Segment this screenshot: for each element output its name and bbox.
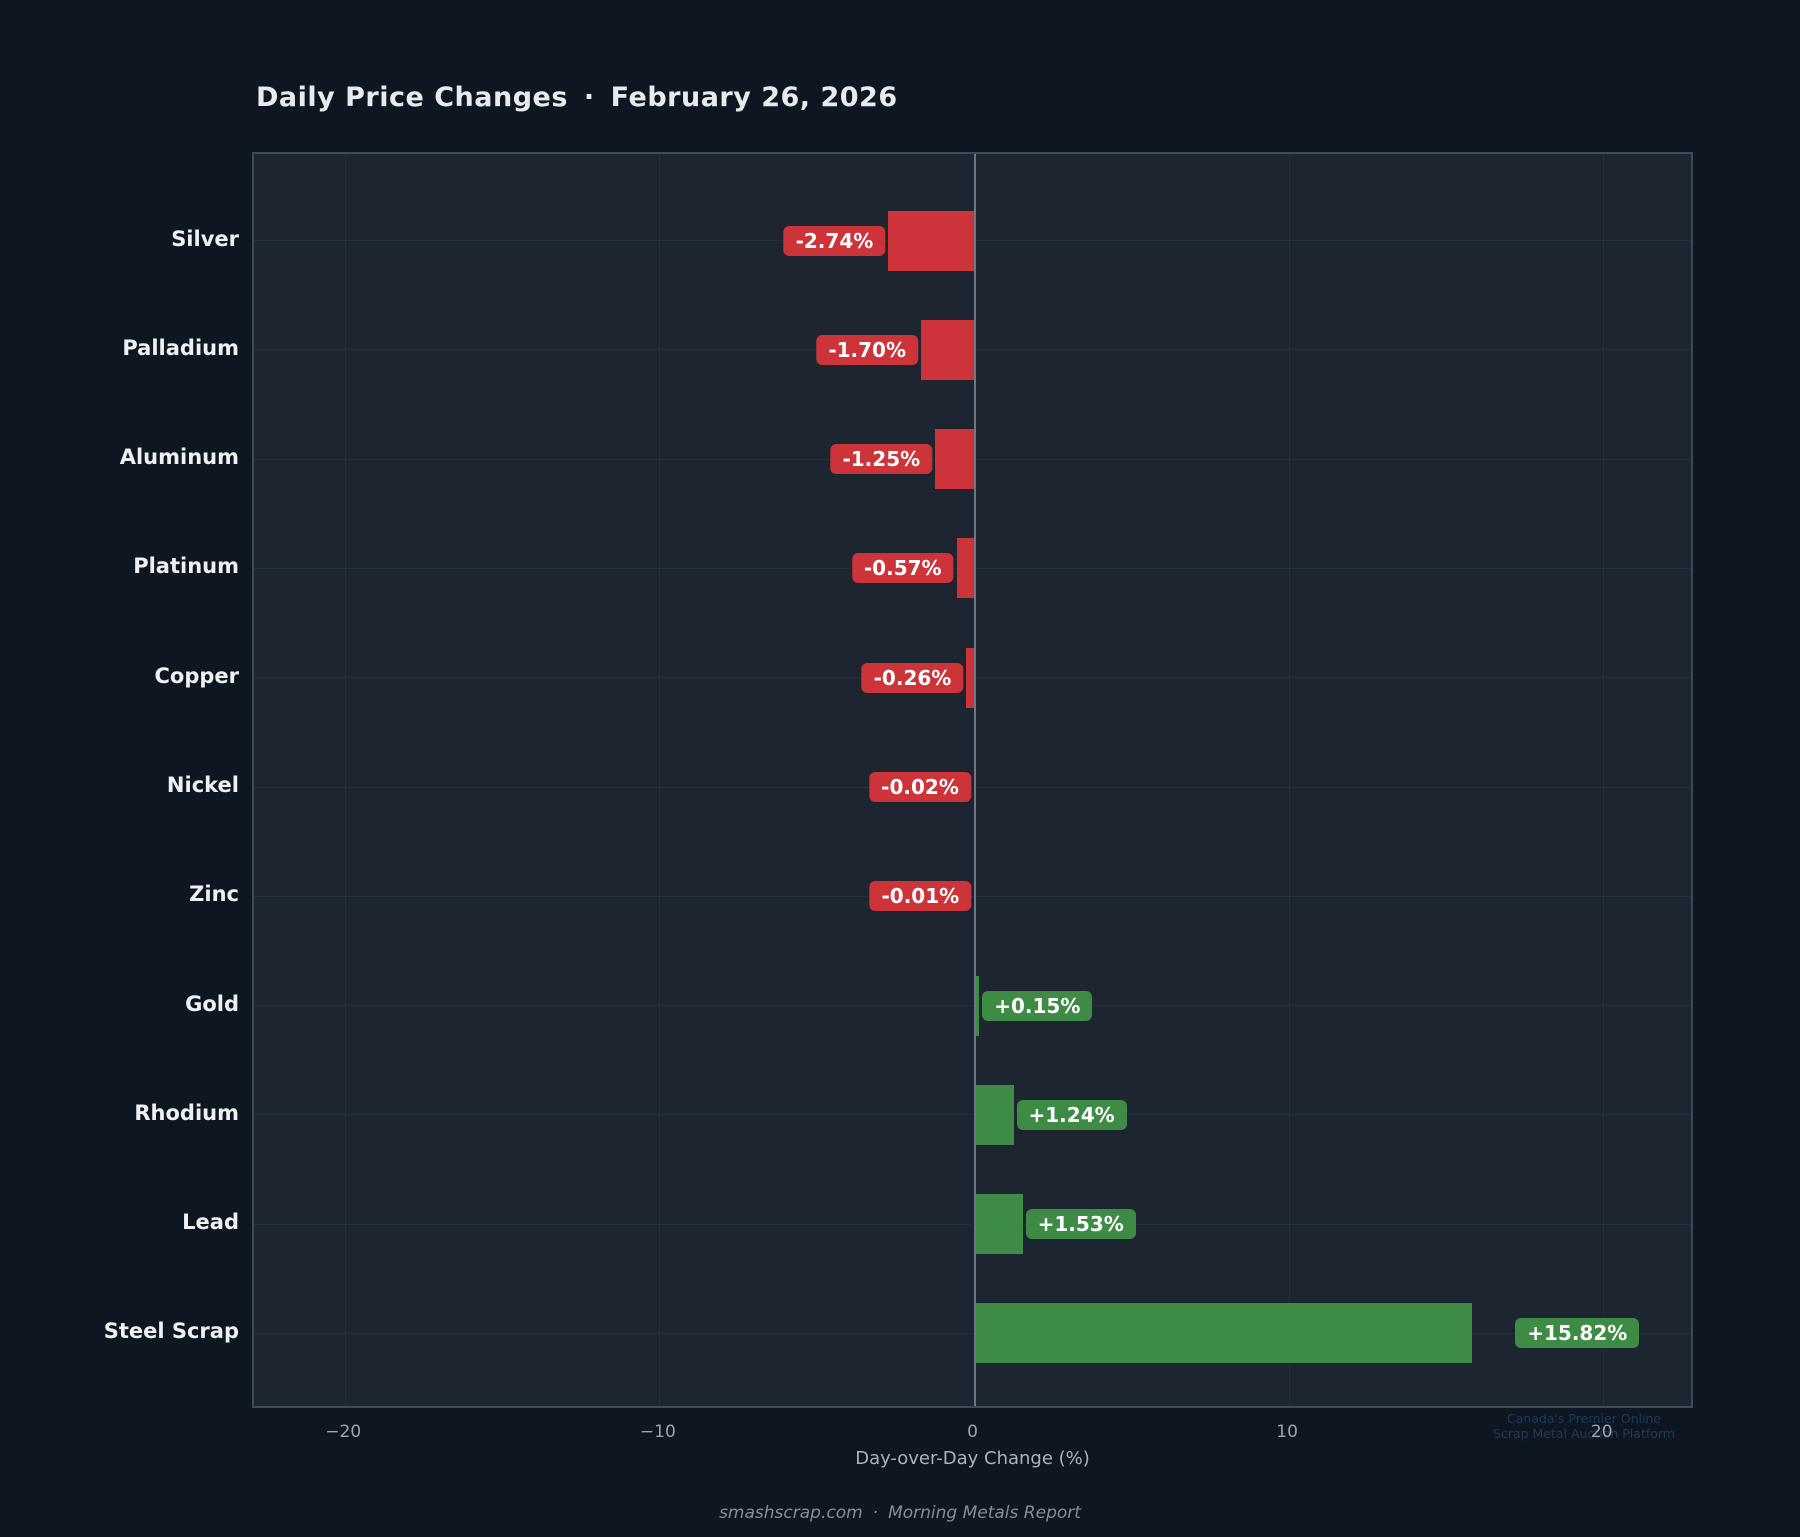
bar-platinum	[956, 538, 975, 599]
value-badge-rhodium: +1.24%	[1016, 1099, 1127, 1130]
chart-title-main: Daily Price Changes	[256, 82, 568, 113]
category-label-lead: Lead	[182, 1210, 239, 1235]
x-axis-label: Day-over-Day Change (%)	[855, 1448, 1090, 1469]
category-label-steel-scrap: Steel Scrap	[103, 1319, 239, 1344]
category-label-zinc: Zinc	[189, 882, 239, 907]
category-label-silver: Silver	[171, 226, 239, 251]
value-badge-silver: -2.74%	[783, 225, 886, 256]
x-tick-label-0: 0	[967, 1422, 978, 1442]
category-label-rhodium: Rhodium	[134, 1100, 239, 1125]
bar-aluminum	[935, 429, 975, 490]
value-badge-aluminum: -1.25%	[830, 444, 933, 475]
value-badge-lead: +1.53%	[1025, 1209, 1136, 1240]
watermark-line-2: Scrap Metal Auction Platform	[1493, 1426, 1675, 1441]
watermark: Canada's Premier Online Scrap Metal Auct…	[1493, 1411, 1675, 1441]
bar-steel-scrap	[974, 1303, 1473, 1364]
x-tick-label--20: −20	[325, 1422, 362, 1442]
chart-title: Daily Price Changes · February 26, 2026	[256, 82, 898, 113]
gridline-row-gold	[254, 1005, 1691, 1007]
plot-area: -2.74% -1.70% -1.25% -0.57% -0.26% -0.02% -0.0…	[252, 152, 1693, 1408]
footer-separator-icon: ·	[872, 1503, 879, 1523]
category-label-gold: Gold	[185, 991, 239, 1016]
gridline-x-20	[1603, 154, 1605, 1406]
gridline-row-zinc	[254, 895, 1691, 897]
footer-report: Morning Metals Report	[888, 1503, 1081, 1523]
gridline-row-steel-scrap	[254, 1332, 1691, 1334]
zero-baseline	[973, 154, 976, 1406]
category-label-copper: Copper	[154, 663, 239, 688]
gridline-x-10	[1288, 154, 1290, 1406]
bar-copper	[966, 647, 975, 708]
value-badge-palladium: -1.70%	[816, 334, 918, 365]
chart-title-date: February 26, 2026	[610, 82, 898, 113]
value-badge-nickel: -0.02%	[869, 772, 971, 802]
footer: smashscrap.com · Morning Metals Report	[0, 1503, 1800, 1523]
title-separator-icon: ·	[583, 82, 595, 113]
bar-rhodium	[974, 1084, 1014, 1145]
x-tick-label-20: 20	[1590, 1422, 1613, 1442]
value-badge-platinum: -0.57%	[851, 553, 954, 584]
category-label-palladium: Palladium	[122, 335, 239, 360]
watermark-line-1: Canada's Premier Online	[1506, 1411, 1662, 1426]
gridline-row-nickel	[254, 786, 1691, 788]
x-tick-label-10: 10	[1276, 1422, 1298, 1442]
bar-silver	[888, 210, 975, 271]
gridline-x--10	[659, 154, 661, 1406]
value-badge-gold: +0.15%	[982, 990, 1093, 1021]
value-badge-zinc: -0.01%	[869, 881, 972, 912]
category-label-aluminum: Aluminum	[119, 445, 239, 470]
gridline-x--20	[344, 154, 346, 1406]
footer-site: smashscrap.com	[719, 1503, 863, 1523]
value-badge-copper: -0.26%	[861, 662, 964, 693]
category-label-nickel: Nickel	[166, 773, 239, 797]
category-label-platinum: Platinum	[133, 554, 239, 579]
bar-gold	[974, 975, 980, 1036]
x-tick-label--10: −10	[639, 1422, 676, 1442]
bar-lead	[974, 1194, 1023, 1255]
gridline-row-lead	[254, 1223, 1691, 1225]
gridline-row-rhodium	[254, 1114, 1691, 1116]
value-badge-steel-scrap: +15.82%	[1515, 1318, 1640, 1349]
bar-palladium	[921, 319, 975, 380]
